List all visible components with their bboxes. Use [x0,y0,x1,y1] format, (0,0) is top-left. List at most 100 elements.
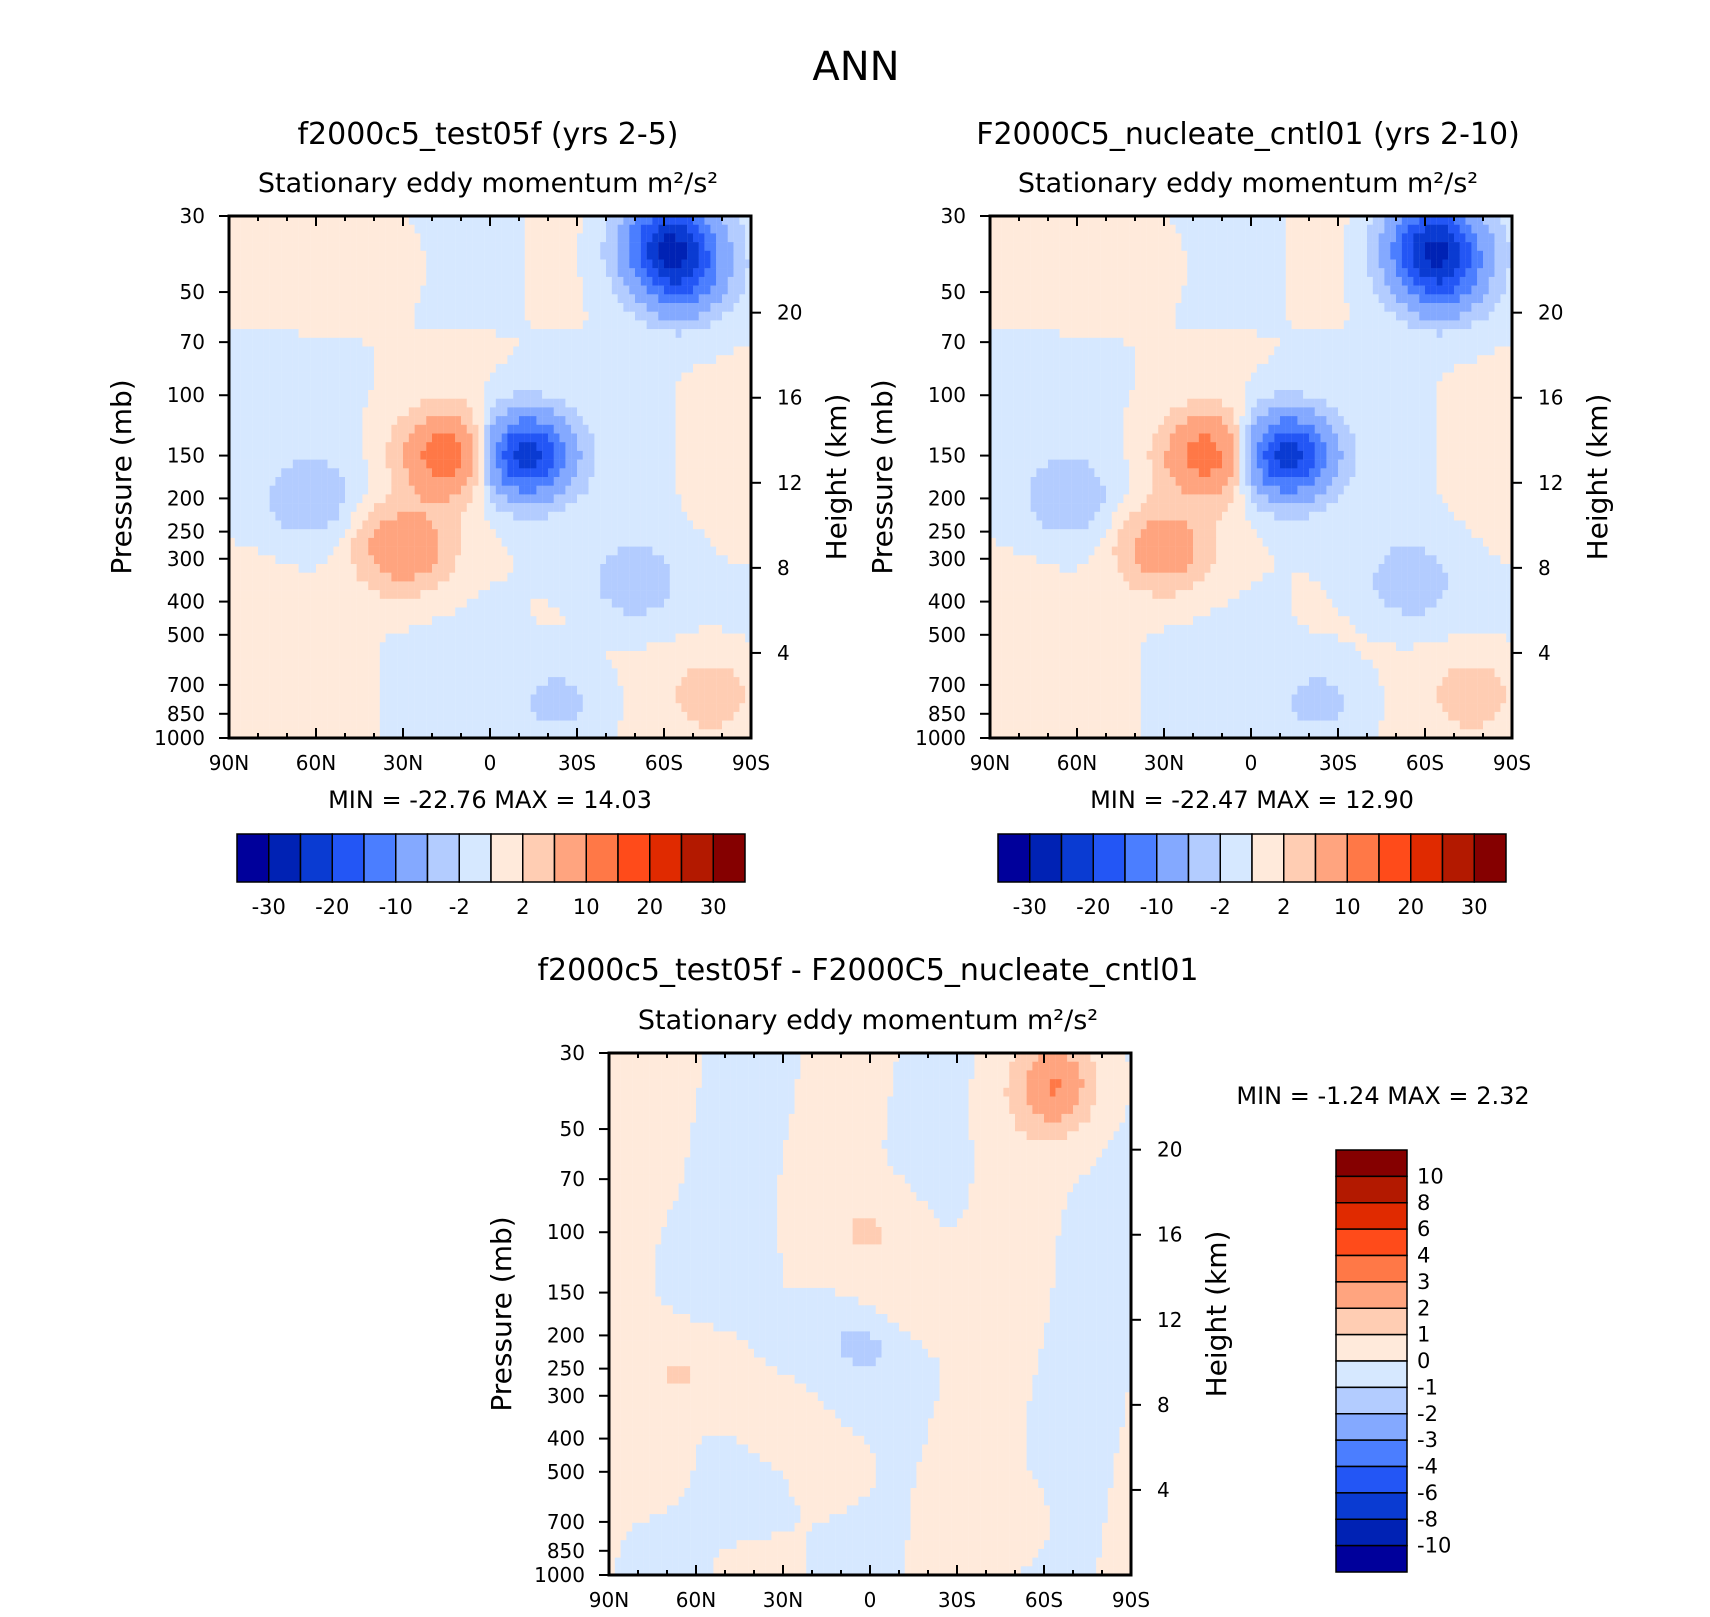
heatmap-cell [617,685,624,695]
heatmap-cell [600,503,607,513]
heatmap-cell [246,650,253,660]
heatmap-cell [420,650,427,660]
heatmap-cell [403,363,409,373]
heatmap-cell [629,520,636,530]
heatmap-cell [490,685,496,695]
heatmap-cell [687,311,694,321]
heatmap-cell [629,346,636,356]
heatmap-cell [292,590,299,600]
heatmap-cell [530,511,537,521]
heatmap-cell [698,616,705,626]
heatmap-cell [298,633,305,643]
heatmap-cell [350,633,357,643]
heatmap-cell [594,442,601,452]
heatmap-cell [600,416,607,426]
heatmap-cell [252,216,259,225]
heatmap-cell [437,537,444,547]
heatmap-cell [571,633,578,643]
heatmap-cell [397,268,404,278]
heatmap-cell [501,416,508,426]
heatmap-cell [455,381,462,391]
heatmap-cell [530,581,537,591]
heatmap-cell [455,389,462,399]
heatmap-cell [391,372,398,382]
heatmap-cell [455,468,462,478]
heatmap-cell [472,598,479,608]
heatmap-cell [345,303,351,312]
heatmap-cell [345,381,351,391]
heatmap-cell [252,555,259,565]
heatmap-cell [252,337,259,347]
heatmap-cell [617,642,624,652]
heatmap-cell [258,216,264,225]
heatmap-cell [495,581,502,591]
heatmap-cell [339,216,346,225]
heatmap-cell [240,694,247,704]
heatmap-cell [617,216,624,225]
heatmap-cell [681,416,688,426]
heatmap-cell [739,285,746,295]
heatmap-cell [461,494,467,504]
heatmap-cell [426,529,433,539]
heatmap-cell [716,424,723,434]
heatmap-cell [710,633,717,643]
heatmap-cell [704,572,711,582]
heatmap-cell [391,285,398,295]
heatmap-cell [629,381,636,391]
heatmap-cell [484,677,491,687]
heatmap-cell [582,216,589,225]
heatmap-cell [530,642,537,652]
heatmap-cell [495,677,502,687]
heatmap-cell [263,659,270,669]
heatmap-cell [565,363,572,373]
heatmap-cell [374,529,380,539]
heatmap-cell [281,633,288,643]
heatmap-cell [635,468,641,478]
heatmap-cell [287,590,293,600]
heatmap-cell [588,685,595,695]
heatmap-cell [617,233,624,243]
heatmap-cell [310,694,317,704]
heatmap-cell [443,216,450,225]
heatmap-cell [316,590,322,600]
heatmap-cell [321,590,328,600]
heatmap-cell [287,450,293,460]
heatmap-cell [287,329,293,339]
heatmap-cell [408,389,415,399]
heatmap-cell [374,537,380,547]
heatmap-cell [693,424,699,434]
heatmap-cell [664,259,670,269]
heatmap-cell [553,511,560,521]
heatmap-cell [432,372,438,382]
heatmap-cell [542,564,549,573]
heatmap-cell [269,424,276,434]
heatmap-cell [565,624,572,634]
heatmap-cell [234,337,241,347]
heatmap-cell [362,616,369,626]
heatmap-cell [722,294,728,304]
heatmap-cell [571,276,578,286]
heatmap-cell [536,311,543,321]
heatmap-cell [559,337,566,347]
heatmap-cell [716,381,723,391]
heatmap-cell [234,477,241,486]
heatmap-cell [501,233,508,243]
heatmap-cell [675,459,682,469]
heatmap-cell [426,494,433,504]
heatmap-cell [681,572,688,582]
heatmap-cell [472,590,479,600]
heatmap-cell [600,372,607,382]
heatmap-cell [710,216,717,225]
heatmap-cell [449,276,456,286]
heatmap-cell [234,450,241,460]
heatmap-cell [629,268,636,278]
heatmap-cell [629,311,636,321]
heatmap-cell [669,398,676,408]
heatmap-cell [316,581,322,591]
heatmap-cell [362,564,369,573]
heatmap-cell [490,442,496,452]
heatmap-cell [507,285,514,295]
heatmap-cell [577,268,583,278]
heatmap-cell [304,659,311,669]
heatmap-cell [379,276,386,286]
